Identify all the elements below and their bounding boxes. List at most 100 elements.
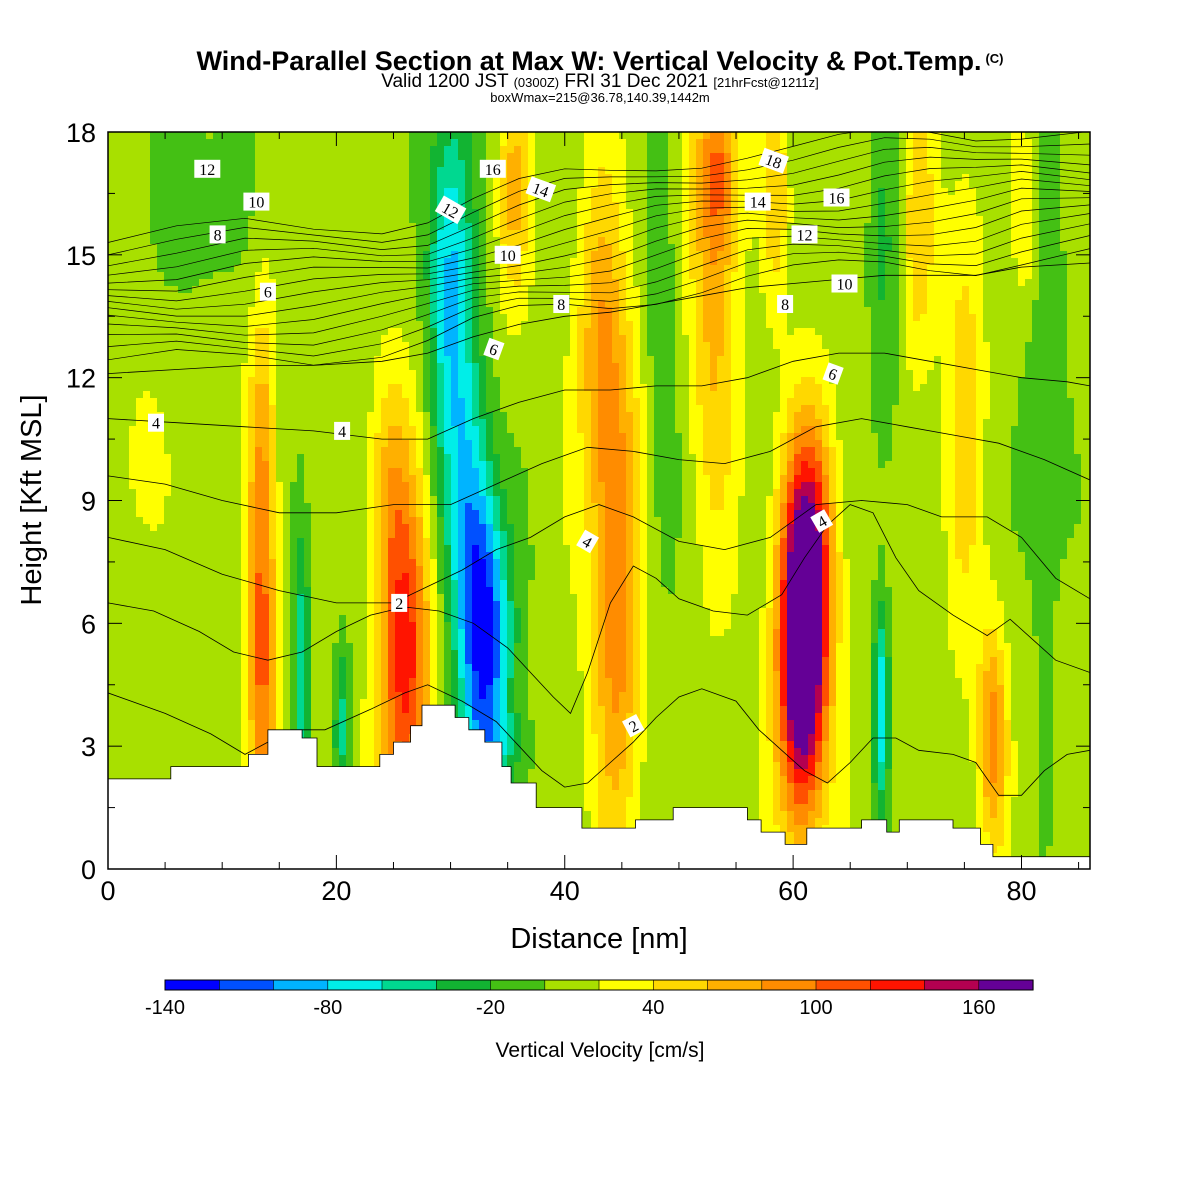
field-cell (647, 160, 655, 168)
field-cell (430, 209, 438, 217)
field-cell (276, 335, 284, 343)
field-cell (1046, 349, 1054, 357)
field-cell (1081, 335, 1089, 343)
field-cell (633, 146, 641, 154)
field-cell (276, 160, 284, 168)
field-cell (255, 272, 263, 280)
field-cell (248, 363, 256, 371)
field-cell (920, 237, 928, 245)
field-cell (577, 216, 585, 224)
field-cell (227, 146, 235, 154)
field-cell (843, 209, 851, 217)
field-cell (1046, 356, 1054, 364)
field-cell (1025, 363, 1033, 371)
field-cell (472, 293, 480, 301)
field-cell (549, 342, 557, 350)
field-cell (836, 146, 844, 154)
field-cell (577, 293, 585, 301)
field-cell (381, 146, 389, 154)
field-cell (773, 272, 781, 280)
field-cell (206, 377, 214, 385)
field-cell (836, 258, 844, 266)
field-cell (598, 181, 606, 189)
field-cell (612, 237, 620, 245)
field-cell (164, 342, 172, 350)
field-cell (507, 174, 515, 182)
field-cell (332, 132, 340, 140)
field-cell (1060, 314, 1068, 322)
field-cell (507, 349, 515, 357)
field-cell (409, 244, 417, 252)
field-cell (717, 153, 725, 161)
field-cell (934, 132, 942, 140)
field-cell (514, 328, 522, 336)
field-cell (353, 307, 361, 315)
field-cell (864, 244, 872, 252)
field-cell (535, 314, 543, 322)
field-cell (1074, 216, 1082, 224)
field-cell (528, 272, 536, 280)
field-cell (220, 300, 228, 308)
field-cell (199, 300, 207, 308)
field-cell (584, 209, 592, 217)
field-cell (668, 335, 676, 343)
field-cell (325, 244, 333, 252)
field-cell (955, 237, 963, 245)
field-cell (227, 328, 235, 336)
field-cell (1039, 244, 1047, 252)
field-cell (416, 223, 424, 231)
field-cell (367, 328, 375, 336)
field-cell (192, 237, 200, 245)
field-cell (990, 363, 998, 371)
field-cell (185, 314, 193, 322)
field-cell (591, 349, 599, 357)
field-cell (584, 258, 592, 266)
field-cell (430, 349, 438, 357)
field-cell (472, 300, 480, 308)
field-cell (927, 307, 935, 315)
field-cell (675, 286, 683, 294)
field-cell (745, 356, 753, 364)
field-cell (927, 244, 935, 252)
field-cell (640, 209, 648, 217)
field-cell (136, 279, 144, 287)
field-cell (822, 181, 830, 189)
field-cell (857, 174, 865, 182)
field-cell (591, 335, 599, 343)
field-cell (682, 300, 690, 308)
field-cell (1004, 293, 1012, 301)
field-cell (472, 139, 480, 147)
field-cell (710, 132, 718, 140)
field-cell (241, 258, 249, 266)
field-cell (661, 293, 669, 301)
field-cell (738, 181, 746, 189)
field-cell (409, 377, 417, 385)
chart-title-text: Wind-Parallel Section at Max W: Vertical… (196, 46, 982, 76)
field-cell (654, 293, 662, 301)
field-cell (346, 216, 354, 224)
field-cell (927, 202, 935, 210)
field-cell (857, 286, 865, 294)
field-cell (738, 160, 746, 168)
field-cell (311, 356, 319, 364)
field-cell (626, 335, 634, 343)
field-cell (605, 328, 613, 336)
field-cell (185, 230, 193, 238)
field-cell (801, 181, 809, 189)
field-cell (556, 167, 564, 175)
field-cell (801, 286, 809, 294)
field-cell (1088, 209, 1090, 217)
field-cell (1032, 356, 1040, 364)
field-cell (703, 293, 711, 301)
field-cell (815, 230, 823, 238)
field-cell (423, 293, 431, 301)
field-cell (367, 195, 375, 203)
field-cell (675, 244, 683, 252)
field-cell (206, 188, 214, 196)
field-cell (780, 335, 788, 343)
field-cell (451, 293, 459, 301)
field-cell (290, 279, 298, 287)
field-cell (1018, 209, 1026, 217)
field-cell (647, 230, 655, 238)
field-cell (248, 370, 256, 378)
